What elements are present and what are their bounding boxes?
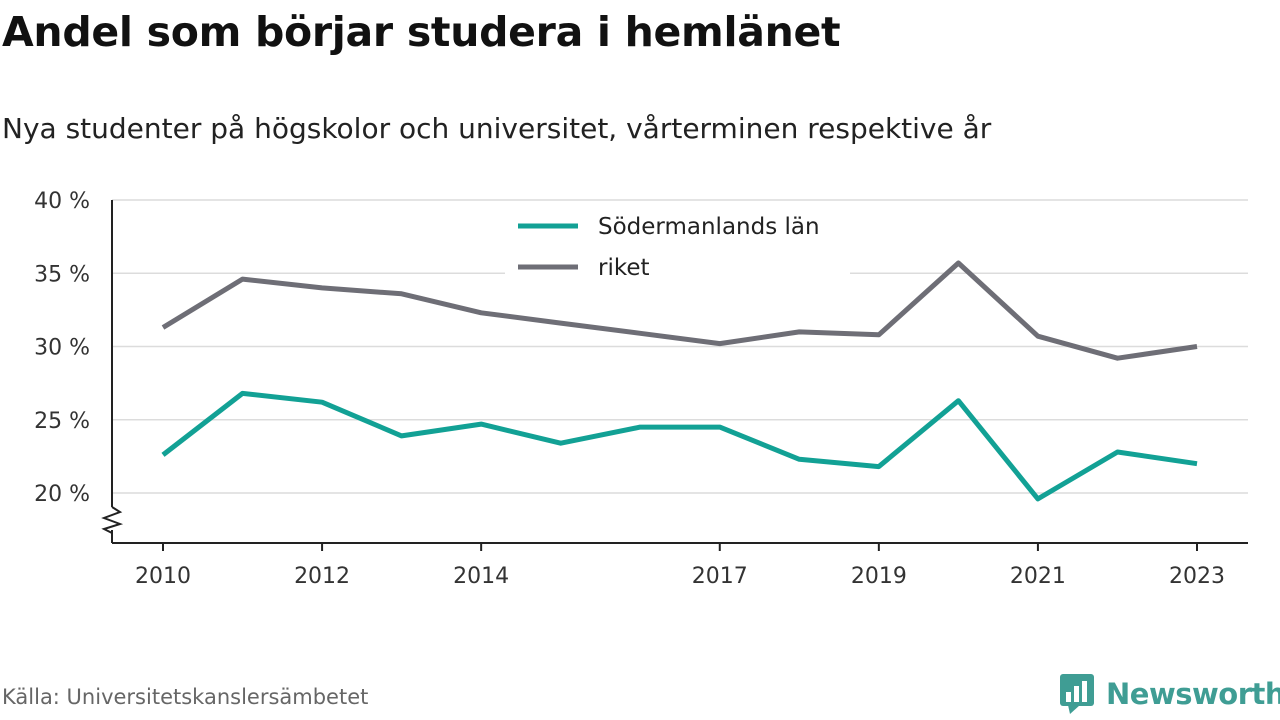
line-chart: 20 % 25 % 30 % 35 % 40 % 2010 2012 2014 2017 2019… (34, 189, 1248, 589)
x-tick-label: 2010 (135, 564, 191, 589)
x-tick-label: 2014 (453, 564, 509, 589)
y-tick-label: 25 % (34, 409, 90, 434)
source-note: Källa: Universitetskanslersämbetet (2, 685, 369, 709)
y-tick-label: 35 % (34, 262, 90, 287)
legend-background (505, 202, 850, 274)
axis-break-icon (101, 506, 124, 534)
y-tick-label: 30 % (34, 336, 90, 361)
x-tick-label: 2021 (1010, 564, 1066, 589)
x-tick-label: 2019 (851, 564, 907, 589)
legend-label: riket (598, 255, 650, 281)
bar-chart-speech-bubble-icon (1060, 674, 1094, 714)
brand-name: Newsworthy (1106, 677, 1280, 711)
chart-title: Andel som börjar studera i hemlänet (2, 8, 841, 56)
x-tick-label: 2023 (1169, 564, 1225, 589)
chart-subtitle: Nya studenter på högskolor och universit… (2, 112, 992, 145)
x-tick-label: 2017 (692, 564, 748, 589)
series-line-sodermanland (161, 390, 1198, 502)
legend-label: Södermanlands län (598, 214, 820, 240)
y-tick-label: 40 % (34, 189, 90, 214)
brand-logo: Newsworthy (1058, 672, 1280, 716)
y-tick-label: 20 % (34, 482, 90, 507)
x-tick-label: 2012 (294, 564, 350, 589)
series-line-riket (161, 260, 1198, 361)
